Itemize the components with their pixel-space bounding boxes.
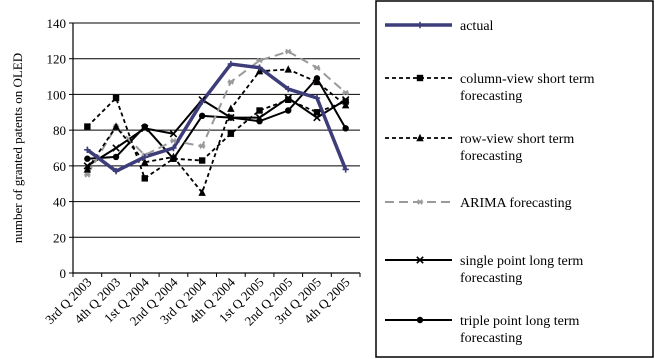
data-point [141, 175, 148, 182]
series-line [86, 68, 347, 194]
data-point [416, 133, 424, 142]
data-point [284, 65, 292, 73]
data-point [84, 146, 91, 153]
data-point [170, 155, 177, 162]
data-point [141, 153, 148, 161]
y-tick-label: 80 [53, 123, 66, 138]
data-point [255, 113, 264, 122]
legend-label: column-view short term [460, 72, 595, 87]
y-tick-label: 60 [53, 159, 66, 174]
data-point [313, 64, 321, 71]
legend-label: forecasting [460, 89, 522, 104]
data-point [313, 109, 321, 116]
data-point [84, 123, 91, 130]
data-point [84, 155, 91, 162]
series-lines [86, 50, 348, 194]
data-point [198, 157, 206, 164]
data-point [227, 104, 235, 112]
legend-label: ARIMA forecasting [460, 196, 572, 211]
data-point [83, 165, 92, 173]
data-point [285, 85, 292, 93]
data-point [170, 138, 177, 144]
data-point [342, 166, 349, 173]
data-point [227, 130, 235, 137]
data-point [227, 79, 235, 85]
data-point [342, 125, 349, 132]
data-point [112, 144, 120, 152]
data-point [342, 89, 349, 96]
data-point [313, 113, 321, 122]
legend-label: forecasting [460, 331, 522, 346]
series-markers [83, 48, 350, 196]
data-point [227, 60, 235, 68]
legend-label: forecasting [460, 271, 522, 286]
series-line [86, 97, 347, 167]
y-tick-label: 40 [53, 195, 66, 210]
y-tick-label: 20 [53, 230, 66, 245]
data-point [141, 123, 148, 130]
legend: actual column-view short term forecasting r… [375, 0, 654, 358]
data-point [416, 199, 424, 205]
data-point [112, 122, 120, 130]
axes [69, 22, 361, 277]
data-point [198, 98, 206, 105]
data-point [112, 94, 120, 102]
legend-border [375, 0, 654, 358]
series-line [86, 50, 347, 176]
data-point [256, 64, 263, 71]
y-axis-label: number of granted patents on OLED [10, 53, 25, 243]
data-point [416, 316, 424, 324]
data-point [198, 188, 206, 196]
y-tick-label: 100 [47, 87, 67, 102]
data-point [84, 171, 91, 178]
data-point [342, 98, 349, 105]
data-point [313, 94, 321, 102]
data-point [198, 112, 206, 120]
y-tick-label: 140 [47, 16, 67, 31]
data-point [256, 107, 263, 114]
data-point [169, 129, 178, 138]
legend-label: forecasting [460, 149, 522, 164]
data-point [140, 124, 149, 133]
y-tick-label: 0 [60, 266, 67, 281]
legend-label: actual [460, 19, 494, 34]
legend-label: triple point long term [460, 314, 579, 329]
data-point [313, 77, 321, 86]
data-point [141, 158, 149, 166]
data-point [170, 144, 177, 152]
data-point [416, 21, 424, 29]
y-tick-label: 120 [47, 52, 67, 67]
series-line [86, 97, 346, 180]
legend-label: single point long term [460, 254, 583, 269]
data-point [285, 96, 292, 103]
data-point [198, 143, 206, 150]
data-point [112, 168, 120, 175]
series-line [86, 62, 348, 173]
data-point [256, 57, 263, 64]
data-point [227, 113, 235, 122]
series-line [87, 77, 347, 160]
data-point [416, 74, 424, 82]
data-point [416, 256, 424, 264]
data-point [285, 107, 292, 114]
legend-label: row-view short term [460, 132, 574, 147]
data-point [112, 153, 120, 161]
data-point [285, 48, 292, 55]
